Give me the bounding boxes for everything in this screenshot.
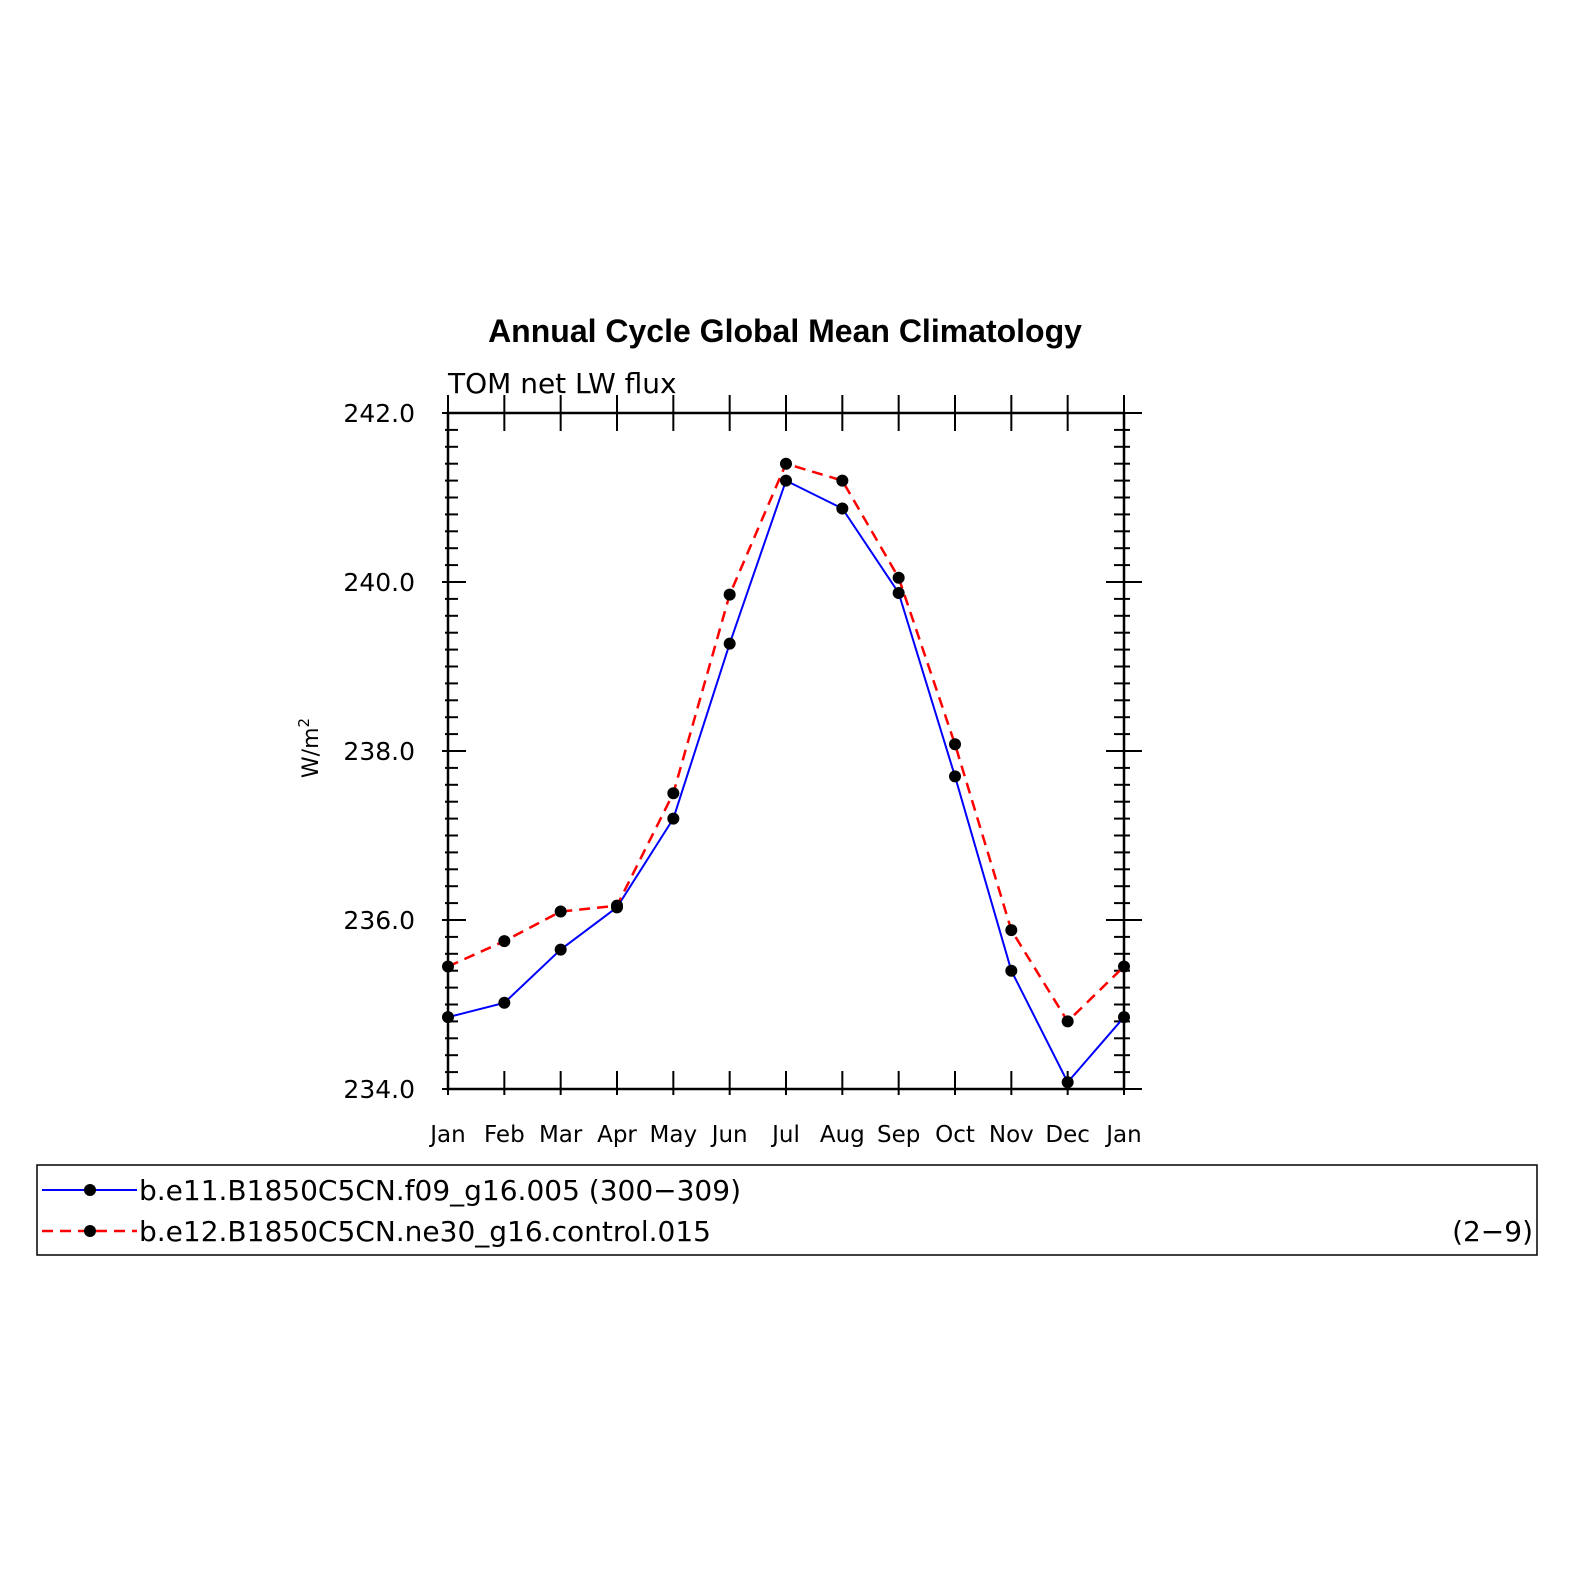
x-tick-label: Jun [710, 1122, 748, 1148]
y-tick-labels: 234.0 236.0 238.0 240.0 242.0 [343, 399, 415, 1104]
x-tick-label: Jul [770, 1122, 800, 1148]
plot-axes [442, 395, 1142, 1095]
y-tick-label: 242.0 [343, 399, 415, 428]
series-2-point [1061, 1015, 1074, 1028]
y-axis-label-superscript: 2 [295, 718, 313, 728]
series-2-point [949, 738, 961, 751]
x-tick-label: Nov [989, 1122, 1034, 1148]
series-1-point [836, 502, 849, 515]
series-2-point [723, 588, 736, 601]
chart-subtitle: TOM net LW flux [447, 367, 677, 400]
series-1-point [1005, 964, 1018, 977]
series-2-point [780, 457, 792, 470]
series-2-point [1005, 924, 1018, 937]
y-axis-label: W/m2 [295, 718, 324, 778]
svg-text:W/m2: W/m2 [295, 718, 324, 778]
chart-title: Annual Cycle Global Mean Climatology [488, 313, 1082, 349]
series-1-point [723, 637, 736, 650]
series-2-point [611, 899, 623, 912]
x-tick-label: Mar [539, 1122, 583, 1148]
series-1-point [498, 996, 511, 1009]
x-tick-label: Aug [820, 1122, 865, 1148]
series-2-point [498, 935, 511, 948]
series-1-point [667, 812, 680, 825]
series-line-2 [447, 462, 1125, 1024]
series-line-1 [447, 479, 1125, 1085]
y-tick-label: 236.0 [343, 906, 415, 935]
x-tick-label: Apr [597, 1122, 637, 1148]
series-2-point [836, 474, 849, 487]
legend: b.e11.B1850C5CN.f09_g16.005 (300−309) b.… [36, 1164, 1538, 1256]
series-2-point [892, 571, 905, 584]
y-tick-label: 240.0 [343, 568, 415, 597]
x-tick-label: Feb [484, 1122, 525, 1148]
legend-label-series-1: b.e11.B1850C5CN.f09_g16.005 (300−309) [139, 1174, 741, 1207]
series-1-point [1061, 1076, 1074, 1089]
legend-label-series-2: b.e12.B1850C5CN.ne30_g16.control.015 [139, 1215, 711, 1248]
series-2-point [554, 905, 567, 918]
x-tick-label: Jan [1104, 1122, 1141, 1148]
legend-box [36, 1164, 1538, 1256]
series-1-point [1118, 1011, 1130, 1024]
legend-marker-series-2 [84, 1225, 96, 1237]
series-1-point [442, 1011, 454, 1024]
series-1-point [892, 586, 905, 599]
x-tick-label: Sep [877, 1122, 920, 1148]
series-2-point [442, 960, 454, 973]
y-axis-label-text: W/m [299, 727, 324, 778]
plot-frame [446, 411, 1126, 1091]
series-1-point [554, 943, 567, 956]
x-tick-label: Dec [1045, 1122, 1090, 1148]
series-2-point [1118, 960, 1130, 973]
x-tick-label: Oct [935, 1122, 975, 1148]
series-1-point [780, 474, 792, 487]
y-tick-label: 238.0 [343, 737, 415, 766]
legend-marker-series-1 [84, 1184, 96, 1196]
series-2-point [667, 787, 680, 800]
x-tick-label: May [650, 1122, 698, 1148]
x-tick-label: Jan [428, 1122, 465, 1148]
y-tick-label: 234.0 [343, 1075, 415, 1104]
x-tick-labels: Jan Feb Mar Apr May Jun Jul Aug Sep Oct Nov Dec Jan [428, 1122, 1141, 1148]
series-group [442, 457, 1130, 1089]
series-1-point [949, 770, 961, 783]
legend-label-series-2-suffix: (2−9) [1452, 1215, 1533, 1248]
